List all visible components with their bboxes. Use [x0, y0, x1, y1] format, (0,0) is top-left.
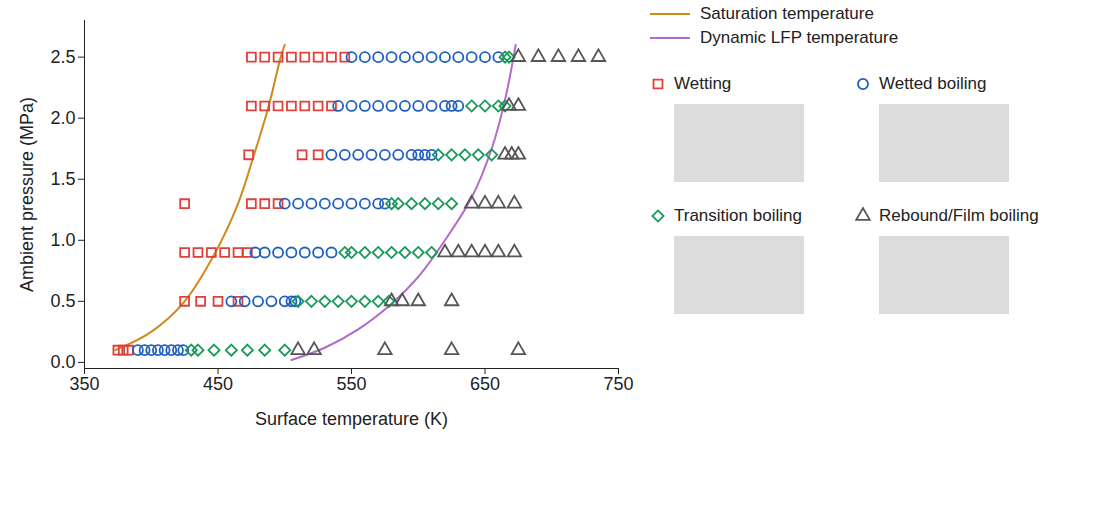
html-text:Wetted boiling: Wetted boiling	[879, 74, 987, 93]
svg-text:Surface temperature (K): Surface temperature (K)	[255, 409, 448, 429]
svg-text:0.0: 0.0	[50, 352, 75, 372]
svg-text:2.5: 2.5	[50, 47, 75, 67]
html-text:Rebound/Film boiling: Rebound/Film boiling	[879, 206, 1039, 225]
svg-text:550: 550	[336, 374, 366, 394]
svg-text:0.5: 0.5	[50, 291, 75, 311]
svg-text:350: 350	[69, 374, 99, 394]
svg-text:650: 650	[470, 374, 500, 394]
html-text:Dynamic LFP temperature: Dynamic LFP temperature	[700, 28, 899, 47]
svg-text:450: 450	[203, 374, 233, 394]
svg-text:1.0: 1.0	[50, 230, 75, 250]
svg-text:2.0: 2.0	[50, 108, 75, 128]
svg-text:1.5: 1.5	[50, 169, 75, 189]
html-text:Transition boiling: Transition boiling	[674, 206, 802, 225]
svg-text:750: 750	[603, 374, 633, 394]
html-text:Saturation temperature: Saturation temperature	[700, 4, 874, 23]
html-text:Wetting: Wetting	[674, 74, 732, 93]
svg-text:Ambient pressure (MPa): Ambient pressure (MPa)	[17, 97, 37, 292]
